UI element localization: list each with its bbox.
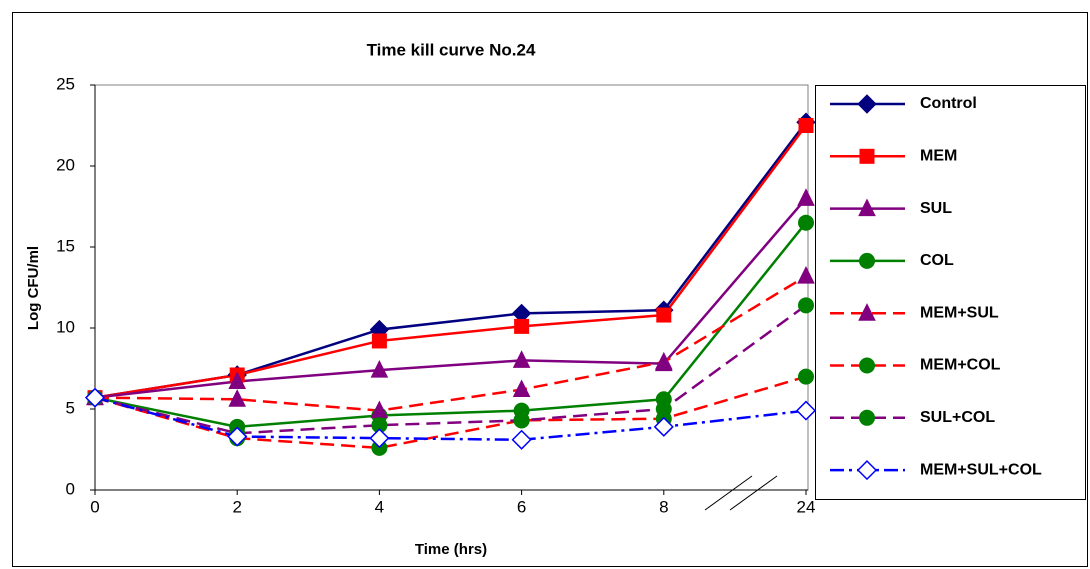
series-line: [94, 375, 807, 450]
marker: [512, 379, 531, 398]
x-tick-label: 2: [232, 497, 241, 516]
legend-label: COL: [920, 252, 954, 269]
marker: [228, 389, 247, 407]
legend-marker: [856, 460, 878, 481]
axis-break: [704, 475, 778, 511]
series-line: [94, 396, 807, 442]
marker: [797, 266, 815, 284]
legend-label: SUL: [920, 200, 952, 217]
marker: [798, 297, 814, 314]
x-axis-title: Time (hrs): [415, 541, 487, 558]
marker: [798, 118, 814, 133]
marker: [798, 368, 814, 385]
x-tick-label: 8: [659, 497, 668, 516]
y-tick-label: 25: [56, 74, 75, 93]
legend-marker: [859, 148, 875, 164]
series-line: [94, 304, 807, 435]
marker: [653, 416, 674, 437]
marker: [227, 426, 248, 447]
marker: [795, 400, 817, 421]
x-tick-label: 24: [797, 497, 816, 516]
marker: [228, 371, 247, 389]
marker: [797, 188, 815, 206]
y-tick-label: 10: [56, 317, 75, 336]
series-line: [94, 124, 807, 399]
series-line: [94, 197, 807, 399]
y-tick-label: 20: [56, 155, 75, 174]
x-tick-label: 6: [517, 497, 526, 516]
legend-marker: [859, 357, 875, 374]
legend-marker: [859, 252, 875, 269]
legend-marker: [859, 409, 875, 426]
legend-marker: [857, 94, 877, 114]
legend-label: MEM: [920, 148, 957, 165]
marker: [371, 333, 387, 349]
y-axis-title: Log CFU/ml: [25, 246, 42, 330]
marker: [656, 307, 672, 323]
x-tick-label: 0: [90, 497, 99, 516]
legend-marker: [858, 303, 876, 321]
marker: [511, 429, 532, 450]
marker: [370, 360, 389, 378]
marker: [369, 428, 390, 449]
legend-label: Control: [920, 95, 977, 112]
marker: [512, 350, 531, 368]
legend-label: SUL+COL: [920, 409, 995, 426]
y-tick-label: 15: [56, 236, 75, 255]
chart-title: Time kill curve No.24: [367, 40, 536, 59]
y-tick-label: 5: [66, 398, 75, 417]
legend-label: MEM+SUL: [920, 304, 999, 321]
legend-label: MEM+COL: [920, 357, 1001, 374]
y-tick-label: 0: [66, 479, 75, 498]
marker: [654, 351, 673, 370]
marker: [798, 214, 814, 231]
legend-marker: [858, 198, 876, 217]
series-line: [94, 275, 807, 412]
marker: [514, 318, 530, 334]
marker: [513, 412, 530, 429]
marker: [655, 401, 672, 417]
legend-label: MEM+SUL+COL: [920, 461, 1042, 478]
x-tick-label: 4: [375, 497, 384, 516]
marker: [84, 387, 106, 408]
series-line: [94, 221, 807, 429]
